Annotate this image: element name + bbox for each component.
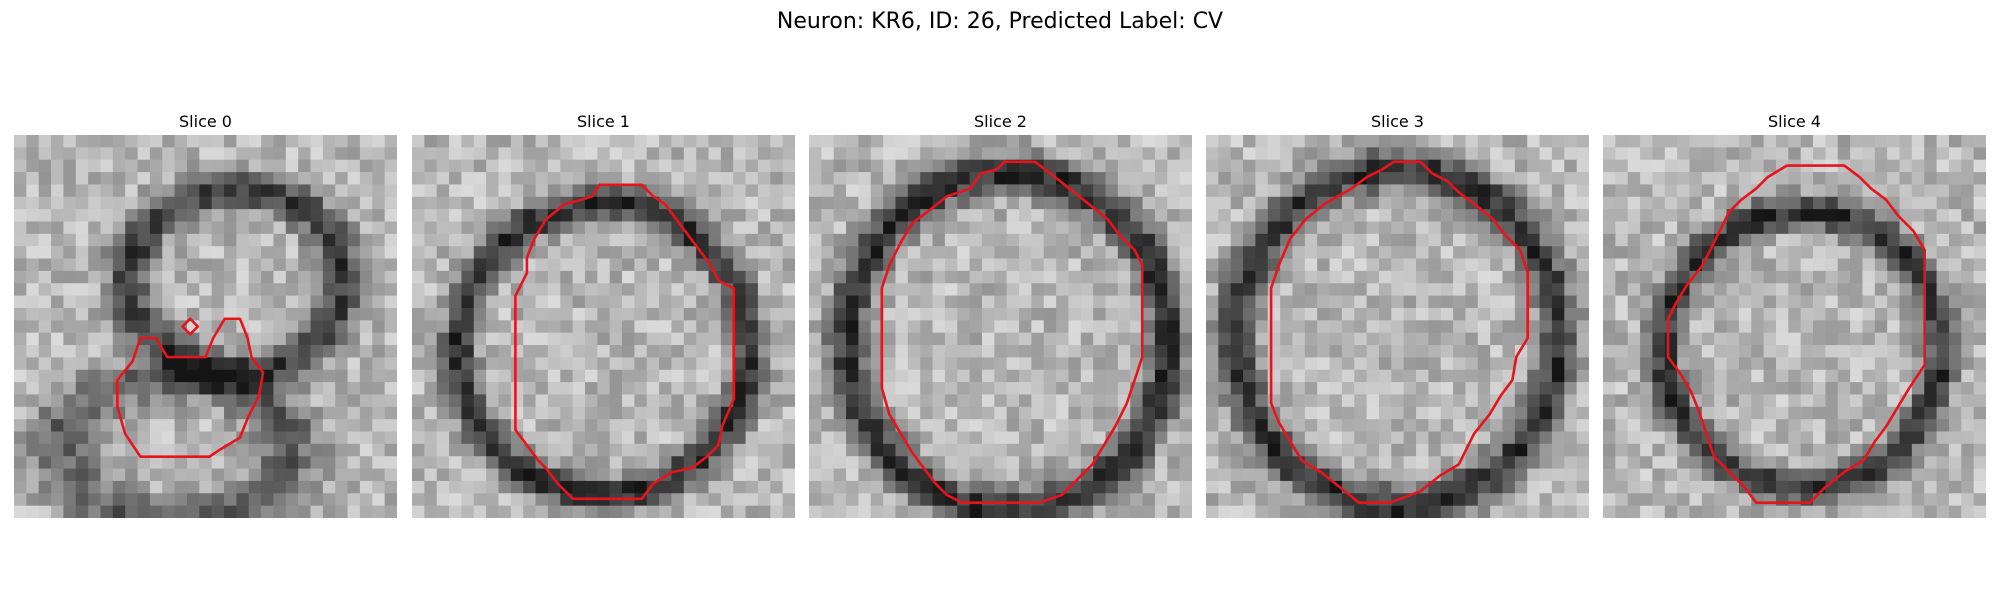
segmentation-contour — [1666, 164, 1927, 505]
slice-panel-3: Slice 3 — [1206, 112, 1589, 518]
slice-panel-4: Slice 4 — [1603, 112, 1986, 518]
segmentation-contour-small — [181, 317, 200, 336]
pixel-grid — [1206, 135, 1589, 518]
slice-title: Slice 4 — [1768, 112, 1821, 131]
slice-image-2 — [809, 135, 1192, 518]
slice-title: Slice 0 — [179, 112, 232, 131]
slice-title: Slice 1 — [577, 112, 630, 131]
segmentation-contour — [1269, 160, 1530, 505]
pixel-grid — [14, 135, 397, 518]
pixel-grid — [809, 135, 1192, 518]
segmentation-contour — [116, 317, 265, 459]
slice-title: Slice 3 — [1371, 112, 1424, 131]
slice-panel-0: Slice 0 — [14, 112, 397, 518]
slice-image-0 — [14, 135, 397, 518]
segmentation-contour — [880, 160, 1144, 505]
figure-title: Neuron: KR6, ID: 26, Predicted Label: CV — [776, 9, 1224, 34]
pixel-grid — [1603, 135, 1986, 518]
slice-image-3 — [1206, 135, 1589, 518]
pixel-grid — [412, 135, 795, 518]
segmentation-contour — [514, 183, 736, 501]
slice-panel-2: Slice 2 — [809, 112, 1192, 518]
slice-image-1 — [412, 135, 795, 518]
slice-title: Slice 2 — [974, 112, 1027, 131]
slice-panel-1: Slice 1 — [412, 112, 795, 518]
slice-image-4 — [1603, 135, 1986, 518]
